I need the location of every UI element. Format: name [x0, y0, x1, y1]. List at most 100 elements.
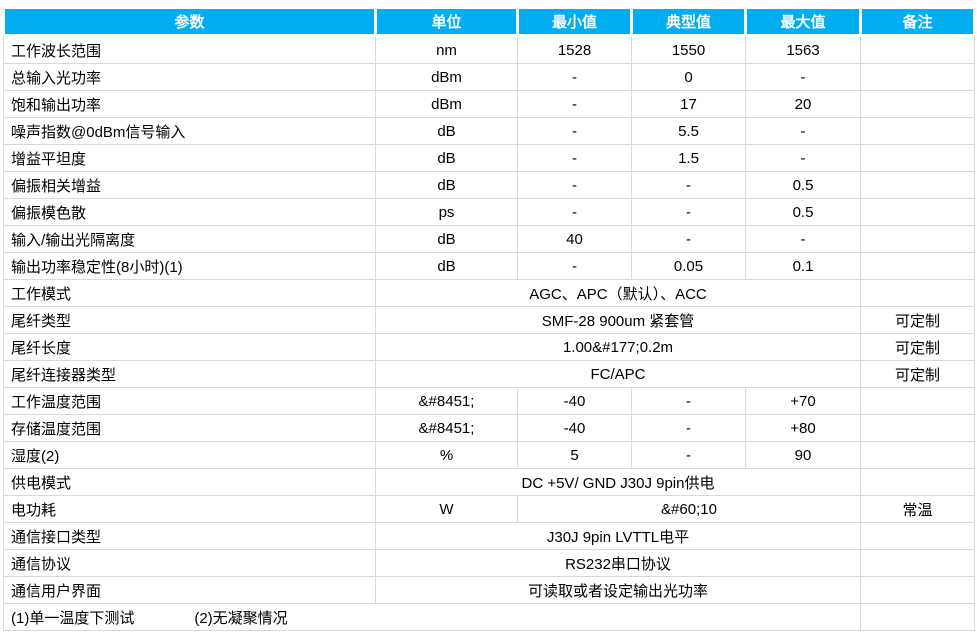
- table-row: 通信协议 RS232串口协议: [3, 549, 975, 577]
- cell-parameter: 电功耗: [3, 495, 376, 523]
- cell-max: 0.5: [745, 198, 861, 226]
- table-row: (1)单一温度下测试 (2)无凝聚情况: [3, 603, 975, 631]
- cell-min: -40: [517, 387, 632, 415]
- cell-typical: 5.5: [631, 117, 746, 145]
- cell-remarks: [860, 549, 975, 577]
- table-row: 工作波长范围 nm 1528 1550 1563: [3, 35, 975, 64]
- cell-remarks: 常温: [860, 495, 975, 523]
- cell-typical: -: [631, 414, 746, 442]
- table-row: 尾纤连接器类型 FC/APC 可定制: [3, 360, 975, 388]
- cell-parameter: 通信协议: [3, 549, 376, 577]
- cell-remarks: [860, 63, 975, 91]
- cell-min: 1528: [517, 35, 632, 64]
- cell-merged-unit: 1.00&#177;0.2m: [375, 333, 861, 361]
- table-row: 总输入光功率 dBm -0-: [3, 63, 975, 91]
- cell-parameter: 噪声指数@0dBm信号输入: [3, 117, 376, 145]
- cell-max: +80: [745, 414, 861, 442]
- cell-typical: -: [631, 225, 746, 253]
- cell-unit: &#8451;: [375, 414, 518, 442]
- table-row: 噪声指数@0dBm信号输入 dB -5.5-: [3, 117, 975, 145]
- col-header-max: 最大值: [744, 6, 862, 37]
- cell-min: 40: [517, 225, 632, 253]
- cell-unit: %: [375, 441, 518, 469]
- col-header-unit: 单位: [374, 6, 519, 37]
- cell-parameter: 尾纤连接器类型: [3, 360, 376, 388]
- cell-remarks: [860, 468, 975, 496]
- table-row: 增益平坦度 dB -1.5-: [3, 144, 975, 172]
- cell-merged-unit: J30J 9pin LVTTL电平: [375, 522, 861, 550]
- cell-unit: dB: [375, 171, 518, 199]
- spec-table-body: 工作波长范围 nm 1528 1550 1563 总输入光功率 dBm -0- 饱和输出功率 dB…: [3, 35, 975, 631]
- cell-max: -: [745, 63, 861, 91]
- cell-typical: 17: [631, 90, 746, 118]
- cell-merged-unit: SMF-28 900um 紧套管: [375, 306, 861, 334]
- cell-remarks: [860, 522, 975, 550]
- cell-max: -: [745, 225, 861, 253]
- cell-max: 1563: [745, 35, 861, 64]
- table-row: 工作模式 AGC、APC（默认）、ACC: [3, 279, 975, 307]
- cell-max: +70: [745, 387, 861, 415]
- cell-typical: -: [631, 441, 746, 469]
- cell-merged-parameter: (1)单一温度下测试 (2)无凝聚情况: [3, 603, 861, 631]
- cell-unit: dB: [375, 252, 518, 280]
- cell-parameter: 尾纤类型: [3, 306, 376, 334]
- cell-parameter: 总输入光功率: [3, 63, 376, 91]
- cell-remarks: [860, 414, 975, 442]
- cell-unit: dBm: [375, 63, 518, 91]
- table-row: 供电模式 DC +5V/ GND J30J 9pin供电: [3, 468, 975, 496]
- cell-min: 5: [517, 441, 632, 469]
- cell-merged-unit: DC +5V/ GND J30J 9pin供电: [375, 468, 861, 496]
- spec-table: 参数 单位 最小值 典型值 最大值 备注 工作波长范围 nm 1528 1550 1563 总输入光…: [2, 6, 976, 631]
- cell-merged-min: &#60;10: [517, 495, 861, 523]
- cell-typical: -: [631, 387, 746, 415]
- table-row: 输入/输出光隔离度 dB 40- -: [3, 225, 975, 253]
- cell-parameter: 增益平坦度: [3, 144, 376, 172]
- cell-typical: 1550: [631, 35, 746, 64]
- cell-remarks: [860, 35, 975, 64]
- cell-merged-unit: 可读取或者设定输出光功率: [375, 576, 861, 604]
- cell-min: -: [517, 252, 632, 280]
- cell-merged-unit: RS232串口协议: [375, 549, 861, 577]
- cell-parameter: 尾纤长度: [3, 333, 376, 361]
- cell-min: -: [517, 117, 632, 145]
- cell-parameter: 输入/输出光隔离度: [3, 225, 376, 253]
- cell-unit: ps: [375, 198, 518, 226]
- cell-remarks: [860, 252, 975, 280]
- table-row: 电功耗 W &#60;10 常温: [3, 495, 975, 523]
- cell-remarks: 可定制: [860, 306, 975, 334]
- cell-remarks: 可定制: [860, 360, 975, 388]
- cell-typical: -: [631, 171, 746, 199]
- cell-min: -: [517, 171, 632, 199]
- table-row: 尾纤类型 SMF-28 900um 紧套管 可定制: [3, 306, 975, 334]
- cell-parameter: 偏振相关增益: [3, 171, 376, 199]
- cell-merged-unit: AGC、APC（默认）、ACC: [375, 279, 861, 307]
- cell-remarks: [860, 441, 975, 469]
- cell-parameter: 供电模式: [3, 468, 376, 496]
- cell-parameter: 通信用户界面: [3, 576, 376, 604]
- cell-max: -: [745, 144, 861, 172]
- cell-parameter: 工作温度范围: [3, 387, 376, 415]
- cell-remarks: [860, 117, 975, 145]
- table-row: 存储温度范围 &#8451; -40- +80: [3, 414, 975, 442]
- table-row: 饱和输出功率 dBm -17 20: [3, 90, 975, 118]
- cell-min: -: [517, 63, 632, 91]
- cell-max: -: [745, 117, 861, 145]
- header-row: 参数 单位 最小值 典型值 最大值 备注: [2, 6, 976, 37]
- cell-unit: &#8451;: [375, 387, 518, 415]
- cell-remarks: [860, 198, 975, 226]
- cell-parameter: 湿度(2): [3, 441, 376, 469]
- cell-parameter: 通信接口类型: [3, 522, 376, 550]
- col-header-min: 最小值: [516, 6, 633, 37]
- table-row: 输出功率稳定性(8小时)(1) dB -0.05 0.1: [3, 252, 975, 280]
- cell-remarks: [860, 144, 975, 172]
- cell-parameter: 饱和输出功率: [3, 90, 376, 118]
- cell-remarks: [860, 171, 975, 199]
- table-row: 通信用户界面 可读取或者设定输出光功率: [3, 576, 975, 604]
- cell-remarks: 可定制: [860, 333, 975, 361]
- cell-unit: dB: [375, 117, 518, 145]
- cell-typical: -: [631, 198, 746, 226]
- cell-unit: dB: [375, 144, 518, 172]
- cell-remarks: [860, 225, 975, 253]
- cell-min: -: [517, 90, 632, 118]
